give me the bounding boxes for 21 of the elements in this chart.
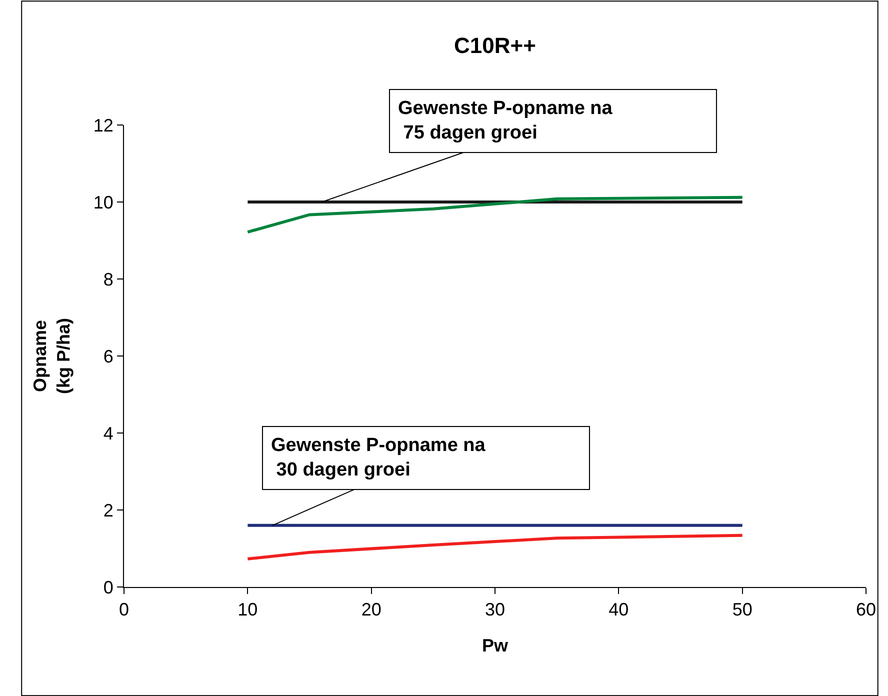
y-tick-label: 4 bbox=[103, 423, 114, 444]
x-tick-label: 50 bbox=[732, 600, 752, 620]
x-tick-label: 30 bbox=[484, 600, 506, 620]
x-tick-label: 40 bbox=[608, 600, 629, 620]
line-series bbox=[246, 196, 744, 234]
x-tick-label: 10 bbox=[238, 600, 258, 620]
y-tick-label: 2 bbox=[103, 500, 114, 520]
annotation: Gewenste P-opname na 30 dagen groei bbox=[271, 435, 486, 481]
x-tick-label: 20 bbox=[361, 600, 382, 620]
x-tick-label: 60 bbox=[856, 600, 876, 620]
chart-title: C10R++ bbox=[454, 32, 536, 58]
y-tick-label: 8 bbox=[103, 269, 114, 290]
annotation: Gewenste P-opname na 75 dagen groei bbox=[398, 98, 613, 144]
line-series bbox=[246, 534, 744, 560]
y-axis-title: Opname (kg P/ha) bbox=[30, 318, 74, 394]
y-tick-label: 0 bbox=[103, 577, 114, 598]
y-tick-label: 10 bbox=[93, 192, 114, 212]
x-axis-title: Pw bbox=[482, 636, 509, 656]
x-tick-label: 0 bbox=[118, 600, 130, 620]
y-tick-label: 6 bbox=[103, 346, 114, 366]
y-tick-label: 12 bbox=[93, 115, 114, 136]
